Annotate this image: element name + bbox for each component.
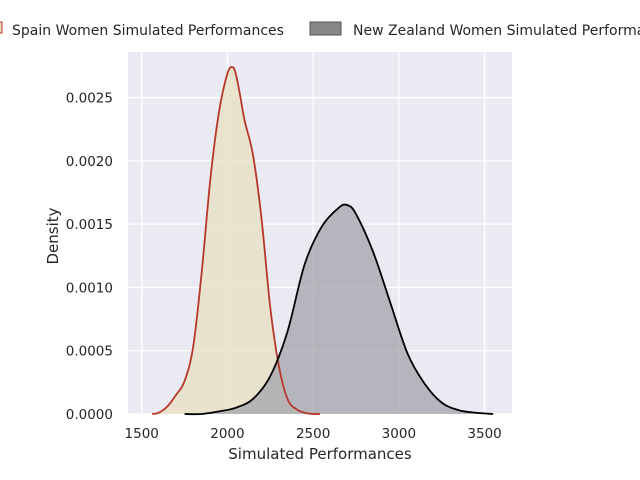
legend-label-spain: Spain Women Simulated Performances [12,23,284,39]
y-tick-label: 0.0005 [66,344,113,360]
x-tick-label: 3500 [467,426,501,442]
legend-label-new-zealand: New Zealand Women Simulated Performances [353,23,640,39]
series-layer [151,66,494,416]
x-tick-label: 2000 [210,426,244,442]
legend-swatch-spain [0,21,3,34]
series-line-0 [151,66,321,415]
y-tick-label: 0.0000 [66,407,113,423]
x-tick-label: 3000 [382,426,416,442]
x-tick-label: 2500 [296,426,330,442]
y-tick-label: 0.0010 [66,280,113,296]
series-area-1 [184,204,494,415]
x-axis-label: Simulated Performances [228,445,412,463]
series-area-0 [152,67,320,415]
y-tick-label: 0.0025 [66,91,113,107]
legend-swatch-new-zealand [309,21,342,36]
legend: Spain Women Simulated Performances New Z… [0,21,640,39]
tick-labels: 1500 2000 2500 3000 3500 0.0000 0.0005 0.0010 0.… [66,91,502,442]
series-line-1 [184,203,494,416]
y-axis-label: Density [44,207,62,264]
x-tick-label: 1500 [125,426,159,442]
y-tick-label: 0.0020 [66,154,113,170]
y-tick-label: 0.0015 [66,217,113,233]
